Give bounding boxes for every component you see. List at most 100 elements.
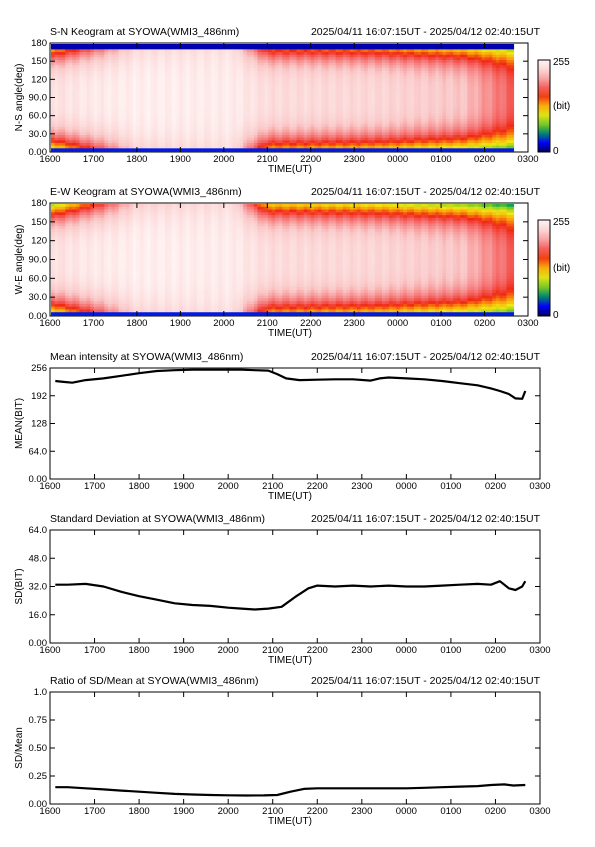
keogram-cell	[239, 126, 244, 130]
keogram-cell	[492, 68, 497, 72]
keogram-cell	[317, 145, 322, 149]
keogram-cell	[86, 108, 91, 112]
keogram-cell	[488, 46, 493, 50]
keogram-cell	[399, 140, 404, 144]
keogram-cell	[172, 134, 176, 139]
keogram-cell	[68, 148, 73, 152]
keogram-cell	[189, 148, 194, 152]
keogram-cell	[460, 65, 465, 69]
keogram-cell	[453, 137, 458, 141]
keogram-cell	[58, 92, 63, 96]
keogram-cell	[175, 100, 180, 104]
keogram-cell	[342, 94, 347, 98]
keogram-cell	[193, 78, 198, 82]
keogram-cell	[275, 46, 280, 50]
keogram-cell	[225, 68, 230, 72]
keogram-cell	[129, 110, 134, 114]
keogram-cell	[228, 142, 233, 147]
keogram-cell	[357, 145, 362, 149]
keogram-cell	[467, 110, 472, 114]
keogram-cell	[214, 70, 219, 74]
keogram-cell	[147, 116, 152, 120]
keogram-cell	[136, 113, 141, 117]
keogram-cell	[260, 86, 265, 90]
keogram-cell	[168, 145, 173, 149]
keogram-cell	[438, 137, 443, 141]
keogram-cell	[374, 97, 379, 101]
keogram-cell	[378, 78, 383, 82]
keogram-cell	[154, 73, 159, 77]
keogram-cell	[182, 126, 187, 130]
keogram-cell	[154, 44, 159, 48]
keogram-cell	[421, 145, 426, 149]
keogram-cell	[79, 81, 84, 85]
keogram-cell	[236, 118, 241, 122]
keogram-cell	[100, 73, 105, 77]
keogram-cell	[75, 132, 80, 136]
keogram-cell	[321, 129, 326, 133]
keogram-cell	[470, 140, 475, 144]
keogram-cell	[179, 57, 184, 61]
keogram-cell	[118, 97, 123, 101]
keogram-cell	[431, 145, 436, 149]
keogram-cell	[107, 68, 112, 72]
keogram-cell	[389, 137, 394, 141]
keogram-cell	[260, 68, 265, 72]
keogram-cell	[481, 113, 486, 117]
keogram-cell	[179, 124, 184, 128]
keogram-cell	[403, 137, 408, 141]
keogram-cell	[172, 54, 176, 58]
keogram-cell	[260, 70, 265, 74]
keogram-cell	[75, 100, 80, 104]
keogram-cell	[143, 81, 148, 85]
keogram-cell	[285, 54, 290, 58]
keogram-cell	[97, 73, 102, 77]
keogram-cell	[93, 140, 98, 144]
keogram-cell	[161, 118, 166, 122]
keogram-cell	[250, 78, 255, 82]
keogram-cell	[257, 94, 262, 98]
keogram-cell	[111, 54, 116, 58]
keogram-cell	[182, 140, 187, 144]
keogram-cell	[214, 97, 219, 101]
keogram-cell	[339, 81, 344, 85]
keogram-cell	[154, 134, 159, 139]
keogram-cell	[147, 81, 152, 85]
keogram-cell	[143, 78, 148, 82]
keogram-cell	[403, 148, 408, 152]
keogram-cell	[463, 148, 468, 152]
keogram-cell	[442, 129, 447, 133]
keogram-cell	[421, 57, 426, 61]
keogram-cell	[424, 102, 429, 106]
keogram-cell	[481, 116, 486, 120]
keogram-cell	[414, 142, 418, 147]
keogram-cell	[143, 57, 148, 61]
keogram-cell	[104, 52, 109, 56]
keogram-cell	[179, 49, 184, 53]
keogram-cell	[296, 92, 301, 96]
keogram-cell	[275, 57, 280, 61]
keogram-cell	[129, 108, 134, 112]
keogram-cell	[58, 44, 63, 48]
keogram-cell	[61, 116, 66, 120]
keogram-cell	[414, 52, 418, 56]
keogram-cell	[392, 102, 397, 106]
keogram-cell	[381, 89, 386, 93]
keogram-cell	[65, 78, 70, 82]
keogram-cell	[456, 140, 461, 144]
keogram-cell	[104, 124, 109, 128]
keogram-cell	[243, 100, 248, 104]
keogram-cell	[364, 76, 369, 80]
keogram-cell	[346, 129, 351, 133]
keogram-cell	[300, 52, 305, 56]
keogram-cell	[111, 124, 116, 128]
keogram-cell	[332, 116, 337, 120]
keogram-cell	[136, 52, 141, 56]
keogram-cell	[125, 121, 130, 125]
keogram-cell	[228, 121, 233, 125]
keogram-cell	[172, 68, 176, 72]
keogram-cell	[335, 46, 340, 50]
keogram-cell	[371, 102, 376, 106]
keogram-cell	[406, 132, 411, 136]
keogram-cell	[211, 110, 216, 114]
